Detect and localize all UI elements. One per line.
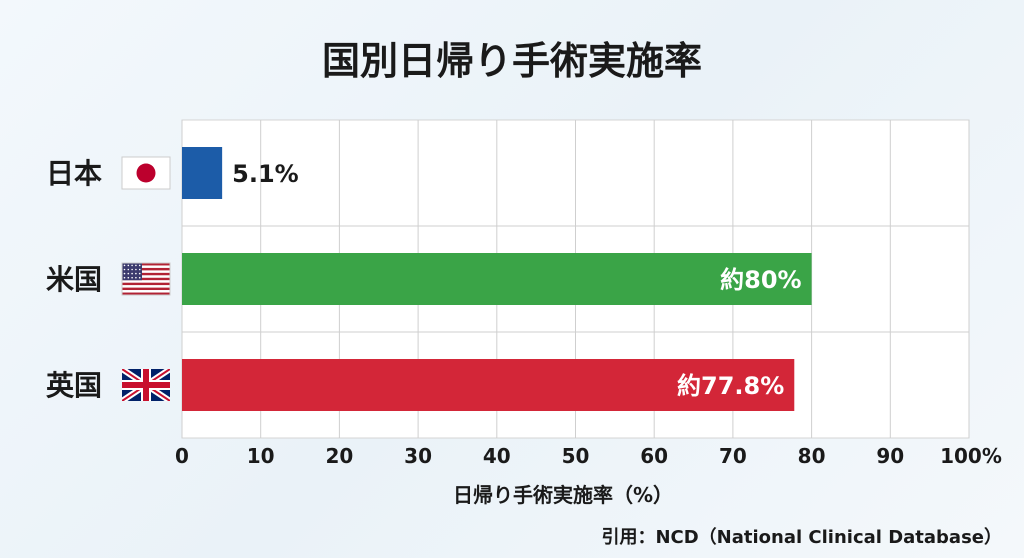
data-labels: 5.1% 約80% 約77.8% [232,160,801,400]
x-tick-label: 30 [404,444,432,468]
bar [182,253,812,305]
bars [182,147,812,411]
category-label: 英国 [46,369,102,402]
x-tick-labels: 0 10 20 30 40 50 60 70 80 90 100% [175,444,1002,468]
data-label: 約80% [720,266,801,294]
category-label: 日本 [46,157,102,190]
x-tick-label: 70 [719,444,747,468]
chart-title: 国別日帰り手術実施率 [321,39,702,83]
flags [121,156,171,401]
bar [182,147,223,199]
x-tick-label: 80 [798,444,826,468]
x-tick-label: 10 [247,444,275,468]
data-label: 5.1% [232,160,299,188]
uk-flag [122,369,170,401]
x-tick-label: 100% [940,444,1002,468]
x-tick-label: 90 [876,444,904,468]
source-citation: 引用：NCD（National Clinical Database） [601,527,1002,548]
x-tick-label: 60 [640,444,668,468]
x-tick-label: 0 [175,444,189,468]
x-axis-title: 日帰り手術実施率（%） [453,483,673,507]
usa-flag [121,262,171,296]
bar [182,359,795,411]
x-tick-label: 40 [483,444,511,468]
x-tick-label: 20 [325,444,353,468]
x-tick-label: 50 [562,444,590,468]
data-label: 約77.8% [677,372,784,400]
category-label: 米国 [46,263,102,296]
japan-flag [121,156,171,190]
